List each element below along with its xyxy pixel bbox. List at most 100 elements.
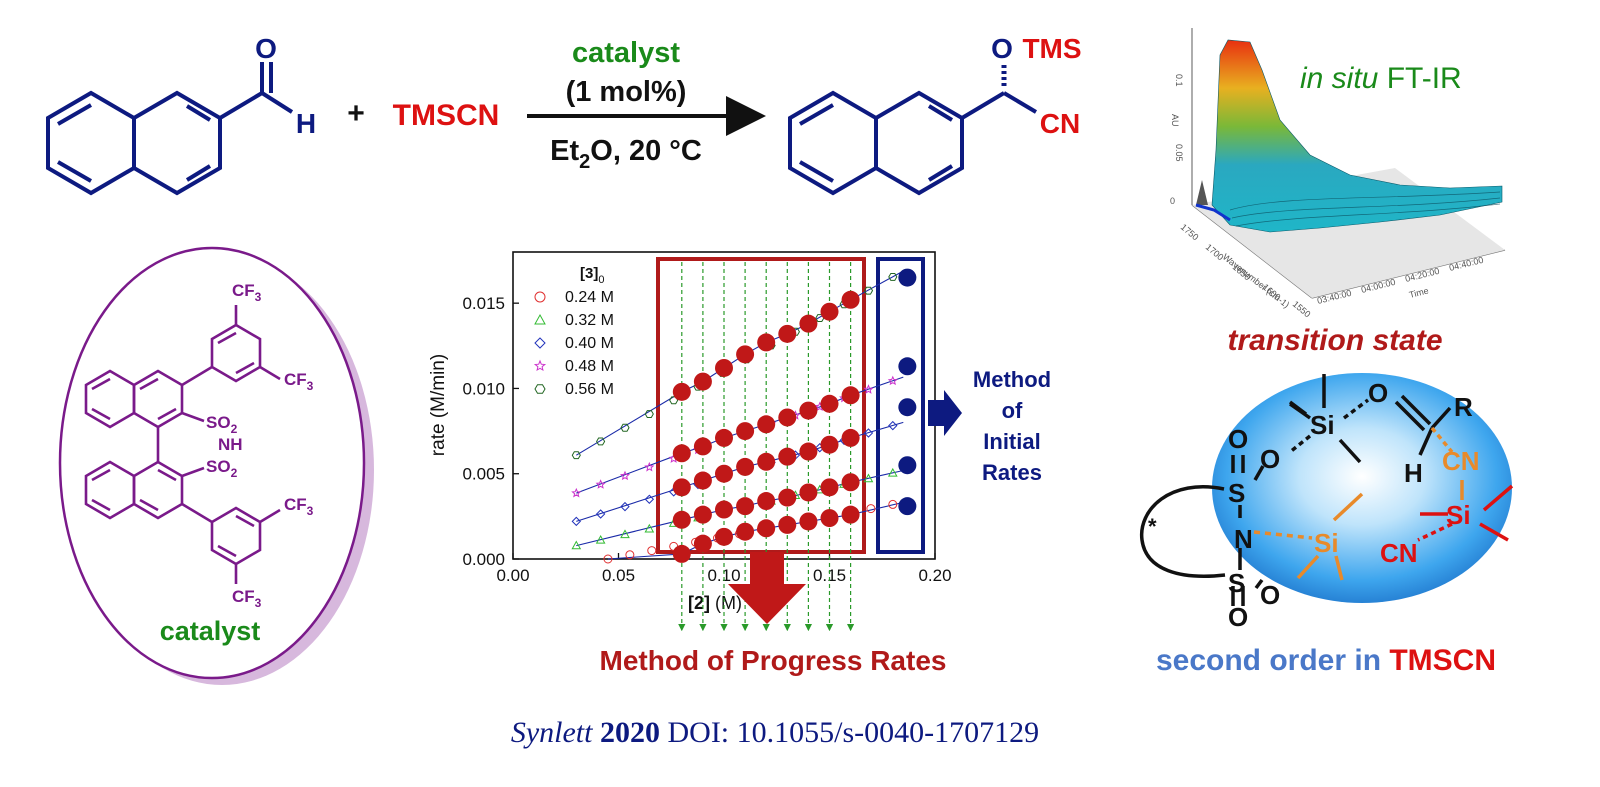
initial-rate-dot [898, 456, 917, 475]
order-statement: second order in TMSCN [1156, 644, 1496, 677]
data-marker [534, 337, 546, 349]
progress-rate-dot [693, 471, 712, 490]
progress-rate-dot [799, 512, 818, 531]
ts-si-red: Si [1446, 500, 1471, 530]
progress-rate-dot [672, 382, 691, 401]
progress-rate-dot [757, 333, 776, 352]
progress-rate-dot [820, 509, 839, 528]
ts-r-group: R [1454, 392, 1473, 422]
ftir-wn-tick: 1750 [1179, 222, 1201, 243]
nh-group: NH [218, 435, 243, 454]
ts-chiral-star: * [1148, 514, 1157, 539]
ftir-surface [1211, 39, 1503, 233]
progress-rate-dot [672, 544, 691, 563]
data-marker [863, 384, 874, 394]
citation: Synlett 2020 DOI: 10.1055/s-0040-1707129 [511, 716, 1039, 749]
legend-label: 0.48 M [565, 358, 614, 375]
data-marker [620, 501, 630, 512]
ts-si-black: Si [1310, 410, 1335, 440]
ftir-au-label: AU [1170, 114, 1180, 127]
progress-rate-dot [736, 345, 755, 364]
data-marker [571, 516, 582, 527]
ts-o-carbonyl: O [1368, 378, 1388, 408]
ts-si-orange: Si [1314, 528, 1339, 558]
ts-bonds-orange [1253, 426, 1464, 581]
x-tick-label: 0.00 [496, 566, 529, 585]
data-marker [863, 428, 874, 438]
data-marker [887, 375, 898, 386]
progress-rate-points [672, 290, 860, 563]
data-marker [534, 291, 546, 303]
catalyst-label: catalyst [160, 616, 261, 646]
ftir-wn-tick: 1550 [1291, 299, 1313, 320]
method-initial-line: Initial [983, 429, 1040, 454]
data-marker [596, 437, 606, 446]
data-marker [888, 420, 898, 431]
progress-rate-dot [693, 505, 712, 524]
progress-rate-dot [820, 435, 839, 454]
cf3-upper-side: CF3 [284, 370, 314, 393]
data-marker [644, 410, 654, 418]
ts-ellipse [1212, 373, 1512, 603]
ts-bonds-black [1139, 374, 1452, 606]
progress-rate-dot [799, 401, 818, 420]
ts-silyl-methyls [1288, 400, 1308, 416]
ts-s-upper: S [1228, 478, 1245, 508]
cf3-upper-top: CF3 [232, 281, 262, 304]
progress-rate-dot [820, 394, 839, 413]
data-marker [619, 470, 631, 481]
y-tick-label: 0.000 [462, 550, 505, 569]
transition-state-title: transition state [1227, 324, 1442, 357]
product-structure [788, 64, 1038, 196]
ts-n: N [1234, 524, 1253, 554]
ts-h: H [1404, 458, 1423, 488]
x-tick-label: 0.20 [918, 566, 951, 585]
x-tick-label: 0.15 [813, 566, 846, 585]
progress-rate-dot [841, 290, 860, 309]
data-marker [571, 487, 582, 498]
ftir-title: in situ FT-IR [1300, 62, 1462, 95]
progress-rate-dot [820, 302, 839, 321]
ts-s-lower: S [1228, 568, 1245, 598]
rate-chart: 0.000 0.005 0.010 0.015 0.00 0.05 0.10 0.15 0.2… [428, 251, 962, 632]
progress-rate-dot [715, 500, 733, 519]
data-marker [595, 534, 606, 544]
ts-cn-red: CN [1380, 538, 1418, 568]
so2-lower: SO2 [206, 457, 238, 480]
cf3-lower-bottom: CF3 [232, 587, 262, 610]
catalyst-above-arrow: catalyst [572, 37, 680, 69]
catalyst-loading: (1 mol%) [566, 76, 687, 108]
progress-rate-dot [778, 447, 797, 466]
progress-rate-dot [841, 473, 860, 492]
progress-rate-dot [672, 478, 691, 497]
y-tick-label: 0.010 [462, 379, 505, 398]
data-marker [571, 451, 581, 460]
aldehyde-oxygen: O [255, 33, 277, 64]
catalyst-structure [84, 305, 281, 584]
transition-state-panel: transition state [1139, 324, 1514, 677]
product-tms: TMS [1022, 33, 1081, 64]
ftir-panel: 0 0.05 0.1 AU 1750 1700 1650 1600 1550 W… [1170, 28, 1506, 320]
progress-rate-dot [757, 519, 776, 538]
progress-rate-dot [736, 522, 755, 541]
legend-label: 0.32 M [565, 312, 614, 329]
reagent-tmscn: TMSCN [393, 99, 500, 132]
progress-rate-dot [778, 515, 797, 534]
progress-rate-dot [693, 534, 712, 553]
data-marker [625, 550, 635, 560]
progress-rate-dot [799, 314, 818, 333]
progress-rate-dot [715, 358, 733, 377]
data-marker [888, 273, 898, 281]
ts-bonds-red [1417, 484, 1514, 542]
data-marker [644, 494, 655, 504]
data-marker [863, 473, 874, 483]
x-axis-label: [2] (M) [688, 593, 742, 613]
progress-rate-dot [672, 444, 691, 463]
progress-rate-dot [799, 483, 818, 502]
data-marker [644, 461, 655, 472]
ftir-au-tick: 0.1 [1174, 74, 1184, 87]
progress-rate-dot [736, 422, 755, 441]
initial-rates-box [876, 257, 925, 554]
reaction-scheme: O H + TMSCN catalyst (1 mol%) Et2O, 20 °… [46, 33, 1082, 196]
progress-rate-dot [841, 428, 860, 447]
